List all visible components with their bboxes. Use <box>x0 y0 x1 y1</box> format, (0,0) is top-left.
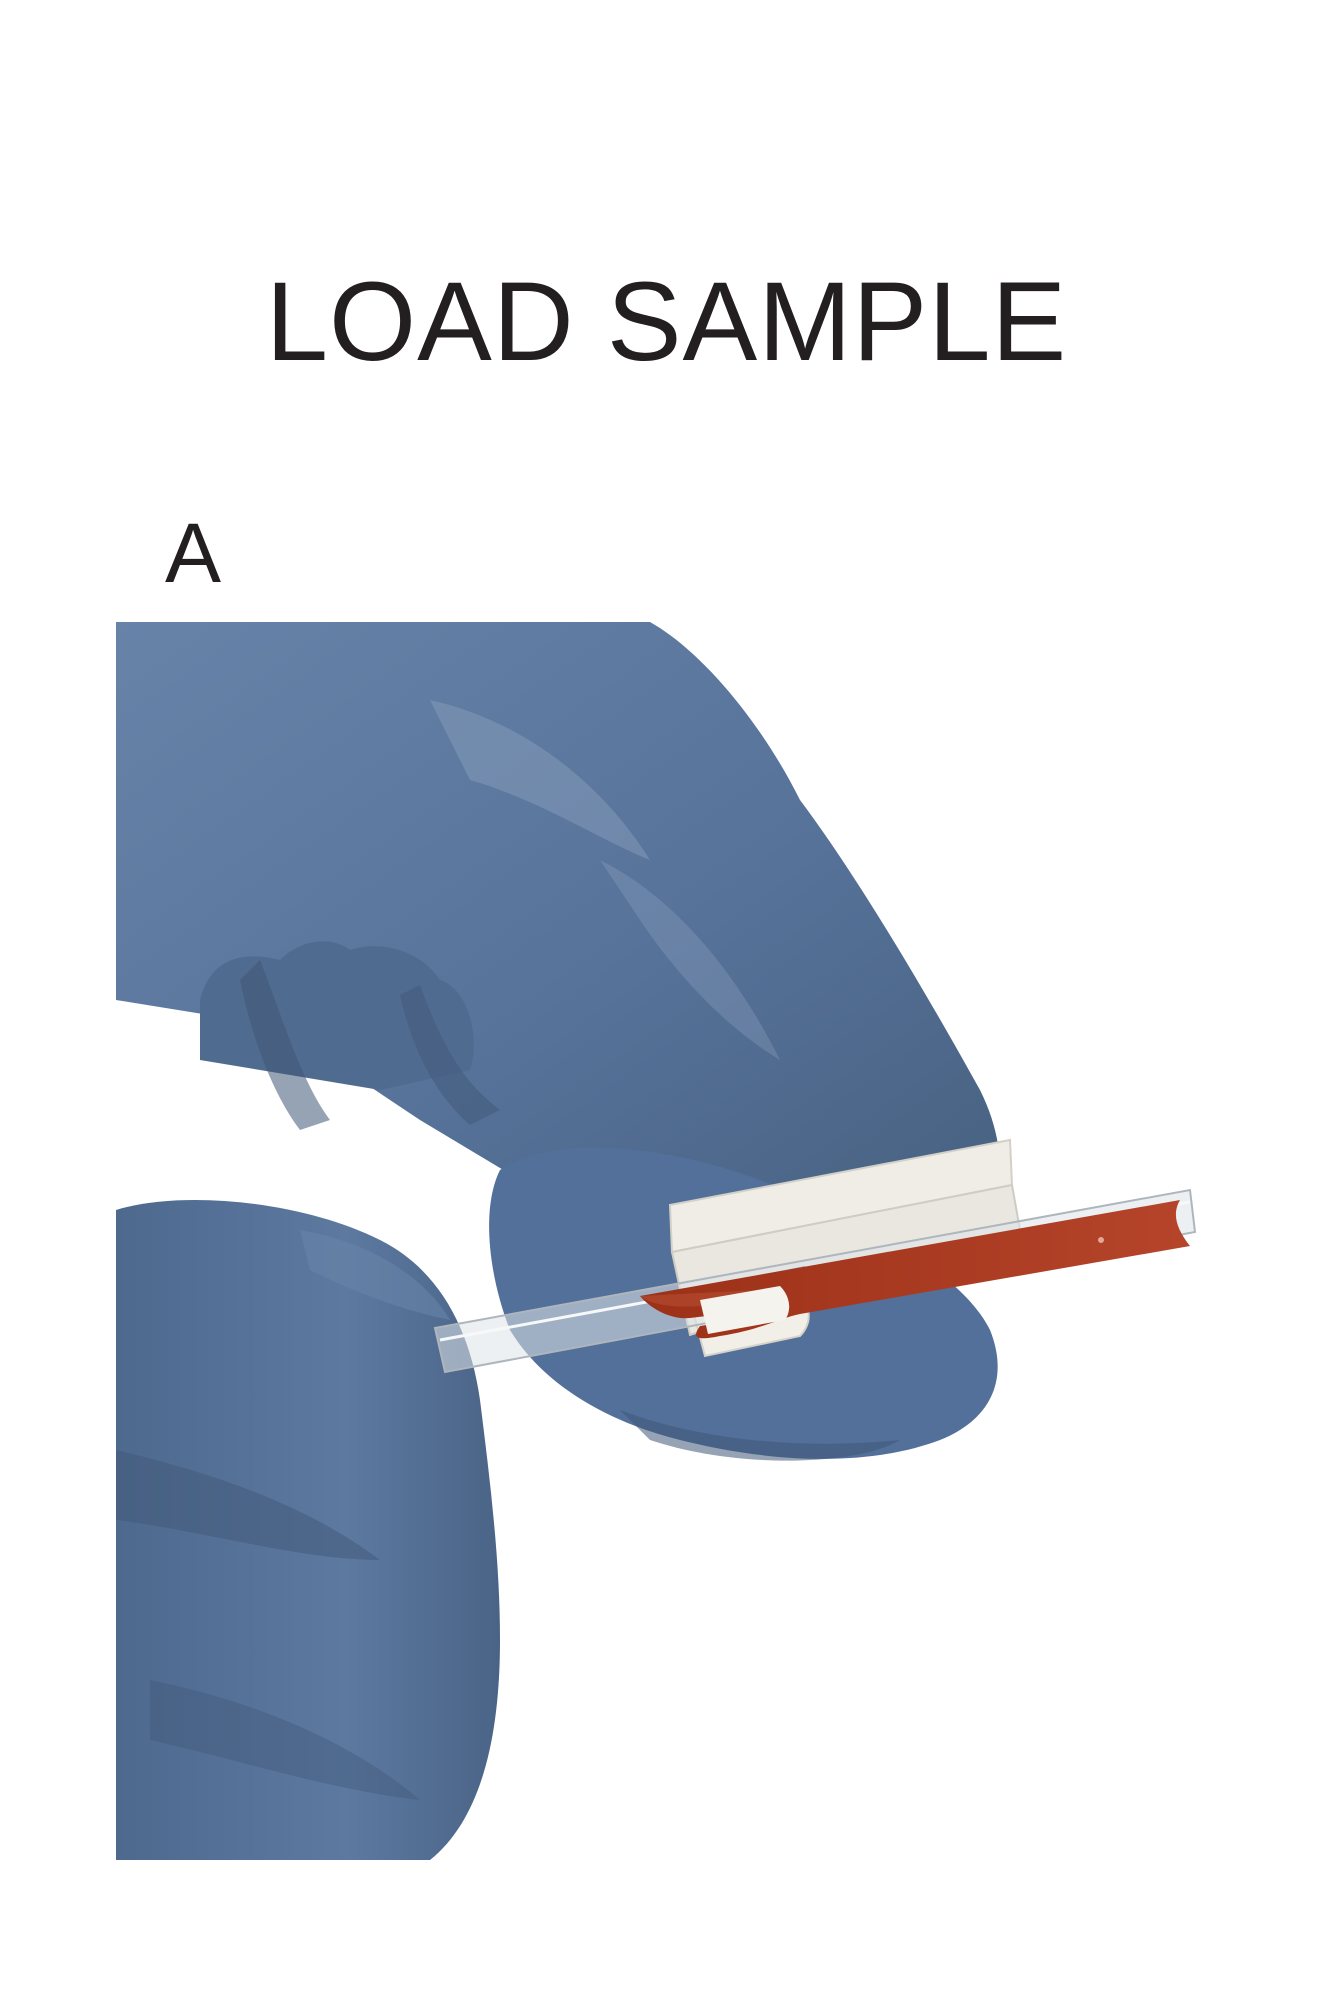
glove-thumb-tip <box>300 1230 450 1320</box>
glove-fold-shadow <box>150 1680 420 1800</box>
sample-smear-feather <box>640 1290 760 1307</box>
glove-fold-shadow <box>620 1410 900 1461</box>
glove-fold-shadow <box>240 960 330 1130</box>
figure-title: LOAD SAMPLE <box>265 259 1068 384</box>
panel-label: A <box>165 506 222 600</box>
glove-fold-highlight <box>430 700 650 860</box>
glove-upper-hand <box>116 622 1000 1241</box>
sample-highlight <box>1098 1237 1104 1243</box>
glove-fold-shadow <box>116 1450 380 1560</box>
glove-fold-shadow <box>400 985 500 1125</box>
glove-fold-highlight <box>600 860 780 1060</box>
holder-notch-insert <box>700 1286 790 1334</box>
